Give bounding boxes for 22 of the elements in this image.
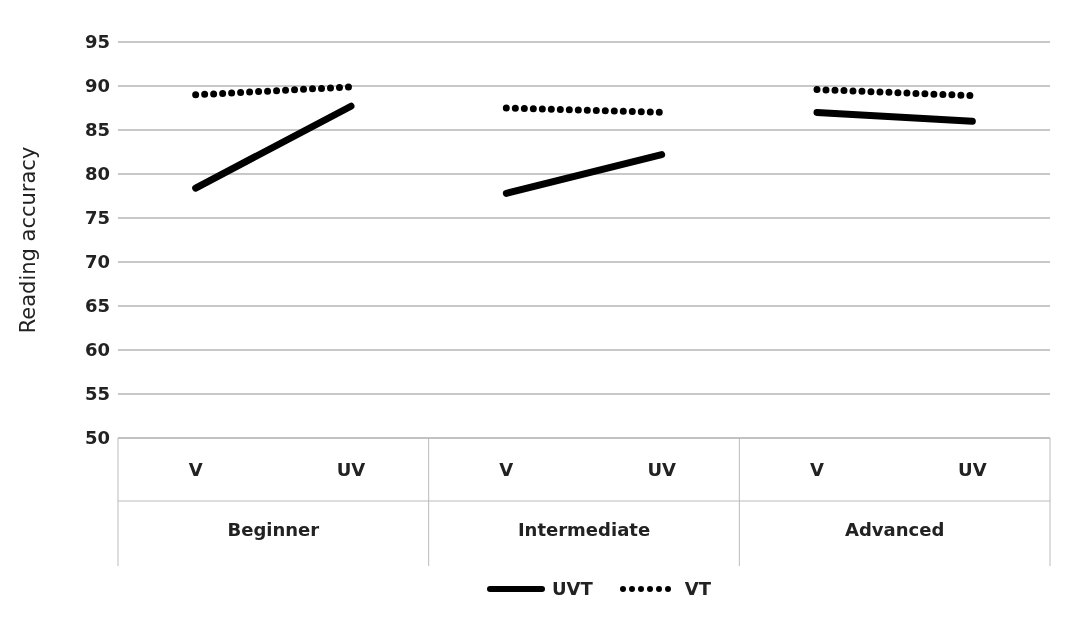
text: Intermediate xyxy=(517,519,651,540)
text: Advanced xyxy=(845,519,945,540)
y-tick-label: 80 xyxy=(84,163,110,185)
y-tick-label: 70 xyxy=(84,251,110,273)
text: Beginner xyxy=(227,519,320,540)
x-tick-label: UV xyxy=(647,459,677,480)
x-tick-label: V xyxy=(499,459,514,480)
y-tick-label: 60 xyxy=(84,339,110,361)
y-tick-label: 55 xyxy=(84,383,110,405)
legend-label: VT xyxy=(684,578,712,599)
y-tick-label: 75 xyxy=(84,207,110,229)
y-tick-label: 65 xyxy=(84,295,110,317)
y-tick-label: 50 xyxy=(84,427,110,449)
x-tick-label: UV xyxy=(336,459,366,480)
x-tick-label: V xyxy=(188,459,203,480)
x-tick-label: V xyxy=(810,459,825,480)
y-tick-label: 95 xyxy=(84,31,110,53)
y-tick-label: 90 xyxy=(84,75,110,97)
legend-label: UVT xyxy=(551,578,593,599)
y-tick-label: 85 xyxy=(84,119,110,141)
x-tick-label: UV xyxy=(958,459,987,480)
y-axis-title: Reading accuracy xyxy=(16,146,41,334)
